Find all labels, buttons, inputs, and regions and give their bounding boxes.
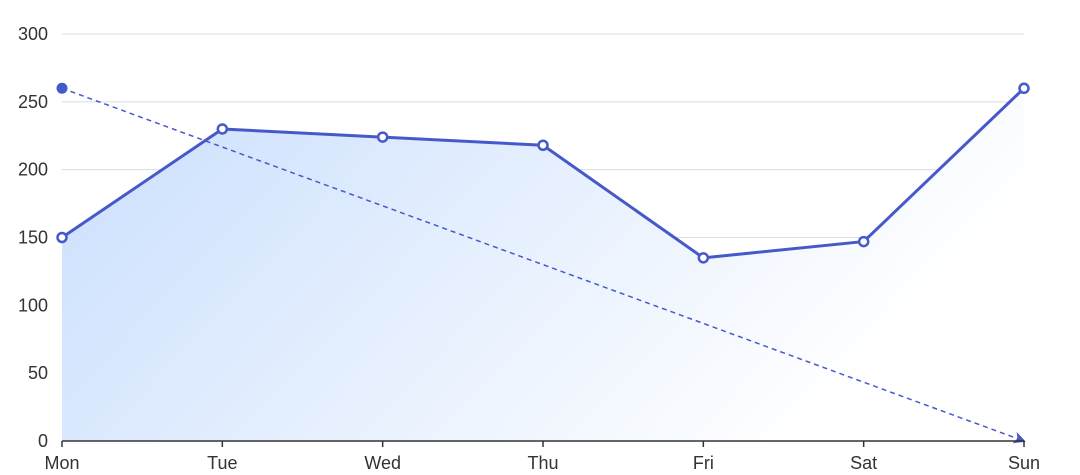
x-axis xyxy=(61,440,1025,447)
y-tick-label: 300 xyxy=(18,24,48,44)
data-point xyxy=(56,231,68,244)
data-point xyxy=(376,131,389,143)
annotation-start-point xyxy=(56,82,68,94)
x-axis-labels: Mon Tue Wed Thu Fri Sat Sun xyxy=(44,453,1040,473)
x-tick-label: Sat xyxy=(850,453,877,473)
annotation-arrow xyxy=(56,82,1026,444)
data-point xyxy=(216,123,229,135)
y-tick-label: 100 xyxy=(18,295,48,315)
x-tick-label: Tue xyxy=(207,453,237,473)
y-axis-labels: 0 50 100 150 200 250 300 xyxy=(18,24,48,451)
x-tick-label: Mon xyxy=(44,453,79,473)
x-tick-label: Fri xyxy=(693,453,714,473)
data-point xyxy=(537,139,549,151)
y-tick-label: 250 xyxy=(18,92,48,112)
data-point xyxy=(697,252,710,264)
y-tick-label: 150 xyxy=(18,228,48,248)
series-points xyxy=(56,82,1030,264)
x-tick-label: Sun xyxy=(1008,453,1040,473)
y-tick-label: 200 xyxy=(18,160,48,180)
data-point xyxy=(857,235,870,248)
x-tick-label: Wed xyxy=(364,453,401,473)
data-point xyxy=(1018,82,1030,95)
y-tick-label: 0 xyxy=(38,431,48,451)
x-tick-label: Thu xyxy=(527,453,558,473)
y-tick-label: 50 xyxy=(28,363,48,383)
